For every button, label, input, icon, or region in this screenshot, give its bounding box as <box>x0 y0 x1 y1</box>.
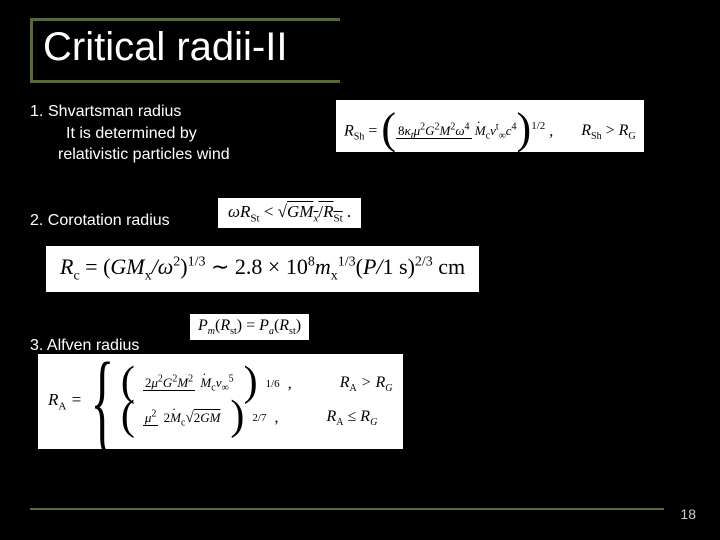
title-frame: Critical radii-II <box>30 18 340 83</box>
equation-ra: RA = { ( 2μ2G2M2 Mcv∞5 )1/6 , RA > RG ( … <box>38 354 403 449</box>
ra-case-2: ( μ2 2Mc√2GM )2/7 , RA ≤ RG <box>121 408 393 428</box>
item-label: Corotation radius <box>48 212 170 229</box>
equation-rc: Rc = (GMx/ω2)1/3 ∼ 2.8 × 108mx1/3(P/1 s)… <box>46 246 479 292</box>
exponent: 1/2 <box>531 120 545 132</box>
item-number: 2. <box>30 212 43 229</box>
equation-corotation-condition: ωRSt < √GMx/RSt . <box>218 198 361 228</box>
ra-case-1: ( 2μ2G2M2 Mcv∞5 )1/6 , RA > RG <box>121 374 393 394</box>
page-number: 18 <box>680 506 696 522</box>
item-number: 1. <box>30 101 48 123</box>
slide: Critical radii-II 1.Shvartsman radius It… <box>0 0 720 540</box>
item-label: Shvartsman radius <box>48 103 181 120</box>
item-number: 3. <box>30 337 43 354</box>
equation-shvartsman: RSh = ( 8κtμ2G2M2ω4 Mcvt∞c4 )1/2 , RSh >… <box>336 100 644 152</box>
footer-rule <box>30 508 664 510</box>
slide-title: Critical radii-II <box>43 25 291 70</box>
equation-alfven-condition: Pm(Rst) = Pa(Rst) <box>190 314 309 340</box>
